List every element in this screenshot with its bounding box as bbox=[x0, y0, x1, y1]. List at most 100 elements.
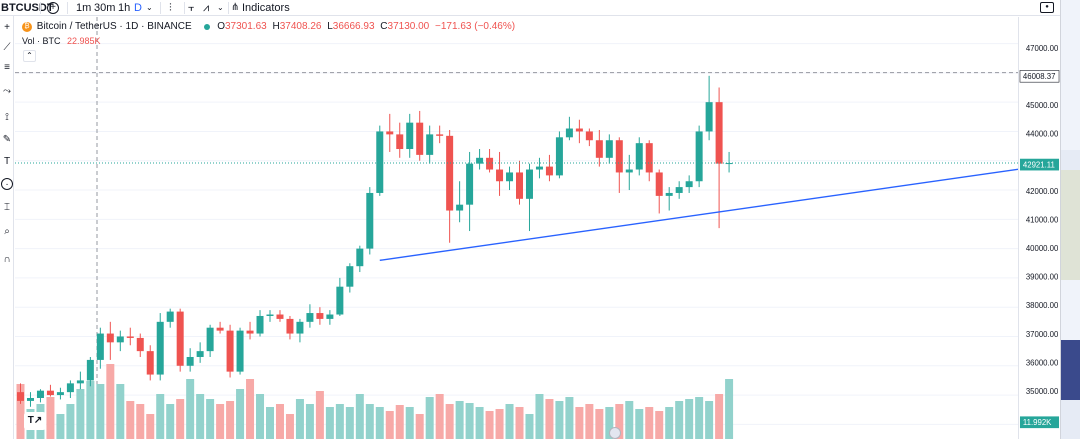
toolbar-divider bbox=[184, 2, 185, 14]
volume-bar bbox=[66, 404, 75, 439]
candle-body bbox=[695, 131, 703, 182]
trend-line-icon[interactable]: ⟋ bbox=[3, 42, 11, 53]
volume-bar bbox=[575, 407, 584, 439]
magnet-icon[interactable]: ∩ bbox=[3, 254, 11, 265]
volume-bar bbox=[355, 394, 364, 439]
plus-circle-icon[interactable]: + bbox=[47, 2, 59, 14]
price-tick-label: 39000.00 bbox=[1026, 273, 1059, 282]
candle-body bbox=[306, 313, 314, 322]
grid bbox=[15, 17, 1018, 439]
volume-bar bbox=[715, 394, 724, 439]
open-value: 37301.63 bbox=[225, 21, 267, 32]
chart-title[interactable]: Bitcoin / TetherUS · 1D · BINANCE bbox=[36, 21, 192, 32]
chevron-down-icon[interactable]: ⌄ bbox=[217, 3, 224, 12]
crosshair-icon[interactable]: + bbox=[4, 22, 10, 33]
top-toolbar: BTCUSDT + 1m 30m 1h D ⌄ ⫶ ⫟ ⩘ ⌄ ⋔ Indica… bbox=[0, 0, 1080, 16]
high-marker-tag bbox=[1019, 70, 1060, 83]
volume-bar bbox=[675, 401, 684, 439]
chart-type-icon[interactable]: ⩘ bbox=[203, 2, 210, 14]
candle-body bbox=[386, 131, 394, 135]
volume-bar bbox=[126, 401, 135, 439]
smile-icon[interactable]: · bbox=[1, 178, 13, 190]
volume-bar bbox=[425, 397, 434, 439]
indicators-button[interactable]: Indicators bbox=[242, 2, 290, 14]
pattern-icon[interactable]: ⤳ bbox=[3, 86, 11, 97]
flag-icon[interactable] bbox=[609, 427, 621, 439]
candle-body bbox=[615, 140, 623, 173]
candle-body bbox=[595, 140, 603, 158]
volume-bar bbox=[595, 409, 604, 439]
close-value: 37130.00 bbox=[387, 21, 430, 32]
chevron-down-icon[interactable]: ⌄ bbox=[146, 3, 153, 12]
volume-bar bbox=[335, 404, 344, 439]
candle-body bbox=[326, 314, 334, 319]
candle-body bbox=[256, 315, 264, 334]
volume-bar bbox=[485, 411, 494, 439]
ruler-icon[interactable]: ⌶ bbox=[4, 202, 10, 213]
volume-bar bbox=[166, 404, 175, 439]
fib-icon[interactable]: ≡ bbox=[4, 62, 10, 73]
candle-body bbox=[685, 181, 693, 188]
open-label: O bbox=[217, 21, 225, 32]
zoom-icon[interactable]: ⌕ bbox=[4, 226, 10, 237]
text-icon[interactable]: T bbox=[3, 156, 11, 167]
volume-bar bbox=[186, 379, 195, 439]
candle-body bbox=[565, 128, 573, 138]
volume-tag bbox=[1019, 416, 1060, 429]
candle-body bbox=[665, 192, 673, 196]
candle-body bbox=[126, 336, 134, 338]
candle-body bbox=[106, 333, 114, 343]
brush-icon[interactable]: ✎ bbox=[2, 134, 12, 145]
volume-bar bbox=[16, 384, 25, 439]
interval-1h-button[interactable]: 1h bbox=[118, 2, 131, 14]
interval-d-button[interactable]: D bbox=[134, 2, 142, 14]
close-label: C bbox=[380, 21, 388, 32]
symbol-search-button[interactable]: BTCUSDT bbox=[1, 2, 54, 14]
volume-bar bbox=[395, 405, 404, 439]
collapse-legend-button[interactable]: ⌃ bbox=[23, 50, 36, 62]
volume-bar bbox=[206, 399, 215, 439]
price-tick-label: 36000.00 bbox=[1026, 358, 1059, 367]
drawing-toolbar: + ⟋ ≡ ⤳ ⟟ ✎ T · ⌶ ⌕ ∩ bbox=[0, 16, 14, 439]
high-value: 37408.26 bbox=[279, 21, 322, 32]
candle-body bbox=[625, 169, 633, 173]
trend-line-drawing bbox=[379, 168, 1018, 262]
tradingview-logo-icon[interactable]: T↗ bbox=[24, 412, 46, 430]
price-tick-label: 37000.00 bbox=[1026, 330, 1059, 339]
volume-bar bbox=[645, 407, 654, 439]
price-axis[interactable]: 34000.0035000.0036000.0037000.0038000.00… bbox=[1018, 17, 1060, 439]
volume-bar bbox=[96, 384, 105, 439]
indicators-icon[interactable]: ⋔ bbox=[231, 2, 240, 13]
candle-body bbox=[296, 321, 304, 334]
volume-label[interactable]: Vol · BTC bbox=[22, 36, 61, 46]
projection-icon[interactable]: ⟟ bbox=[5, 112, 9, 123]
candle-body bbox=[246, 330, 254, 334]
bar-style-icon[interactable]: ⫶ bbox=[169, 2, 172, 14]
candle-body bbox=[525, 169, 533, 199]
volume-value: 22.985K bbox=[67, 36, 101, 46]
candle-body bbox=[316, 313, 324, 319]
volume-bar bbox=[295, 399, 304, 439]
candle-body bbox=[725, 163, 733, 165]
candle-body bbox=[66, 383, 74, 393]
interval-1m-button[interactable]: 1m bbox=[76, 2, 92, 14]
candle-body bbox=[86, 359, 94, 381]
candlestick-chart[interactable] bbox=[15, 17, 1018, 439]
candle-body bbox=[216, 327, 224, 331]
candle-body bbox=[426, 134, 434, 155]
volume-bar bbox=[246, 379, 255, 439]
candle-body bbox=[26, 397, 34, 401]
candle-body bbox=[605, 140, 613, 158]
compare-icon[interactable]: ⫟ bbox=[188, 2, 195, 14]
price-tick-label: 41000.00 bbox=[1026, 215, 1059, 224]
volume-bar bbox=[625, 401, 634, 439]
candle-body bbox=[575, 128, 583, 132]
interval-30m-button[interactable]: 30m bbox=[94, 2, 116, 14]
volume-bar bbox=[345, 407, 354, 439]
camera-icon[interactable]: ● bbox=[1040, 2, 1054, 13]
price-tick-label: 47000.00 bbox=[1026, 44, 1059, 53]
volume-bar bbox=[435, 394, 444, 439]
volume-bar bbox=[565, 397, 574, 439]
toolbar-divider bbox=[228, 2, 229, 14]
price-axis-labels: 34000.0035000.0036000.0037000.0038000.00… bbox=[1019, 44, 1060, 429]
